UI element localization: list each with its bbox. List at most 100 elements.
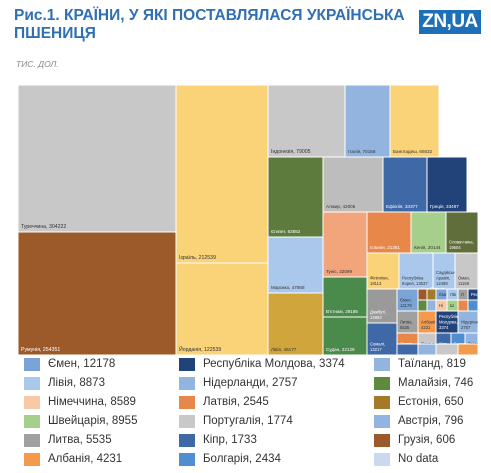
treemap-cell-label: Рес	[471, 292, 478, 297]
treemap-cell	[457, 299, 469, 312]
legend-label: Португалія, 1774	[203, 415, 293, 427]
legend-label: Лівія, 8873	[48, 377, 105, 389]
treemap-cell: Ізраїль, 212539	[175, 85, 269, 264]
treemap-cell	[457, 343, 478, 355]
legend-swatch	[179, 357, 195, 371]
legend-item: Лівія, 8873	[24, 375, 105, 391]
treemap-cell	[417, 288, 428, 301]
treemap-cell-rect	[18, 85, 177, 233]
legend-swatch	[374, 452, 390, 466]
treemap-cell: Джибуті, 14893	[366, 288, 398, 324]
legend-swatch	[374, 357, 390, 371]
treemap-cell: Бангладеш, 66632	[389, 85, 440, 158]
legend-label: Республіка Молдова, 3374	[203, 358, 345, 370]
treemap-cell: Філіппіни, 18113	[366, 252, 400, 290]
treemap-cell-rect	[426, 288, 437, 301]
treemap-cell: Йорданія, 122539	[175, 262, 269, 355]
treemap-cell-label: Албанія, 4231	[421, 320, 438, 330]
treemap-cell-rect	[267, 85, 346, 158]
treemap-cell-label: Марокко, 47868	[271, 285, 305, 290]
legend-swatch	[179, 395, 195, 409]
treemap-cell: Іспанія, 21361	[366, 211, 412, 254]
treemap-cell: Ємен, 12178	[396, 288, 419, 312]
treemap-cell-label: Оман, 11169	[458, 276, 470, 286]
treemap-cell-rect	[426, 299, 437, 312]
legend-swatch	[374, 433, 390, 447]
treemap-cell: В'єтнам, 29185	[322, 276, 368, 318]
treemap-cell: Литва, 5535	[396, 310, 419, 334]
legend-item: Албанія, 4231	[24, 451, 122, 467]
treemap-cell-label: Лівія, 46177	[271, 347, 297, 352]
treemap-cell-label: Індонезія, 79005	[271, 149, 311, 155]
treemap-cell: Л	[457, 288, 469, 301]
legend-label: Естонія, 650	[398, 396, 464, 408]
treemap-cell: Судан, 22129	[322, 316, 368, 355]
legend-label: Болгарія, 2434	[203, 453, 281, 465]
treemap-cell-rect	[445, 211, 478, 254]
legend-swatch	[374, 395, 390, 409]
treemap-cell: Туреччина, 304222	[18, 85, 177, 233]
chart-title-line-2: ПШЕНИЦЯ	[14, 25, 96, 42]
treemap-cell-label: Ні	[439, 303, 443, 308]
treemap-cell-label: В'єтнам, 29185	[326, 309, 358, 314]
treemap-cell-label: Джибуті, 14893	[370, 310, 386, 320]
legend-item: Латвія, 2545	[179, 394, 269, 410]
treemap-cell-rect	[366, 211, 412, 254]
treemap-cell-label: Ефіопія, 34377	[386, 204, 418, 209]
legend-item: Австрія, 796	[374, 413, 463, 429]
legend-label: Швейцарія, 8955	[48, 415, 138, 427]
treemap-cell: Алжир, 42005	[322, 156, 384, 213]
treemap-cell-label: Італія, 70158	[348, 149, 376, 154]
legend-swatch	[24, 414, 40, 428]
treemap-cell-label: Ємен	[439, 292, 450, 297]
legend-label: Латвія, 2545	[203, 396, 269, 408]
treemap-cell: Нідерланди,2757	[457, 310, 478, 334]
treemap-cell-rect	[366, 252, 400, 290]
treemap-cell-rect	[344, 85, 391, 158]
treemap-cell: Рес	[467, 288, 478, 301]
treemap-cell-label: Саудівська Аравія, 12489	[436, 270, 458, 286]
chart-legend: Ємен, 12178 Лівія, 8873 Німеччина, 8589 Шве…	[18, 354, 483, 470]
treemap-cell	[426, 299, 437, 312]
treemap-cell-label: Ємен, 12178	[400, 298, 412, 308]
treemap-cell: Ш	[446, 299, 459, 312]
legend-item: Естонія, 650	[374, 394, 464, 410]
treemap-cell	[426, 288, 437, 301]
legend-label: Нідерланди, 2757	[203, 377, 298, 389]
legend-label: Литва, 5535	[48, 434, 112, 446]
treemap-cell-rect	[322, 156, 384, 213]
treemap-cell-label: Румунія, 254351	[21, 347, 60, 353]
legend-swatch	[24, 395, 40, 409]
legend-item: Болгарія, 2434	[179, 451, 281, 467]
treemap-cell	[467, 299, 478, 312]
legend-swatch	[179, 452, 195, 466]
legend-swatch	[179, 414, 195, 428]
treemap-cell-label: Ш	[450, 303, 454, 308]
treemap-cell-label: Л	[461, 292, 464, 297]
treemap-cell-rect	[457, 299, 469, 312]
treemap-cell: Ні	[435, 299, 448, 312]
treemap-cell-label: Йорданія, 122539	[179, 345, 221, 353]
legend-label: Кіпр, 1733	[203, 434, 257, 446]
legend-item: Литва, 5535	[24, 432, 112, 448]
treemap-cell: Республіка Корея, 13537	[398, 252, 434, 290]
chart-title-line-1: Рис.1. КРАЇНИ, У ЯКІ ПОСТАВЛЯЛАСЯ УКРАЇН…	[14, 7, 405, 24]
legend-swatch	[374, 376, 390, 390]
legend-swatch	[24, 357, 40, 371]
legend-swatch	[179, 376, 195, 390]
treemap-cell-label: Нідерланди,2757	[461, 320, 478, 330]
treemap-cell-rect	[175, 85, 269, 264]
treemap-cell-rect	[18, 231, 177, 355]
chart-title: Рис.1. КРАЇНИ, У ЯКІ ПОСТАВЛЯЛАСЯ УКРАЇН…	[14, 7, 409, 43]
treemap-cell: Саудівська Аравія, 12489	[432, 252, 458, 290]
legend-swatch	[374, 414, 390, 428]
legend-swatch	[179, 433, 195, 447]
treemap-cell-rect	[322, 211, 368, 278]
legend-label: Малайзія, 746	[398, 377, 474, 389]
treemap-cell-label: Єгипет, 63852	[271, 229, 301, 234]
treemap-chart: Туреччина, 304222 Румунія, 254351 Ізраїль,…	[18, 85, 478, 355]
legend-label: No data	[398, 453, 439, 465]
treemap-cell-label: Алжир, 42005	[326, 204, 356, 209]
treemap-cell-rect	[267, 292, 324, 355]
legend-swatch	[24, 376, 40, 390]
